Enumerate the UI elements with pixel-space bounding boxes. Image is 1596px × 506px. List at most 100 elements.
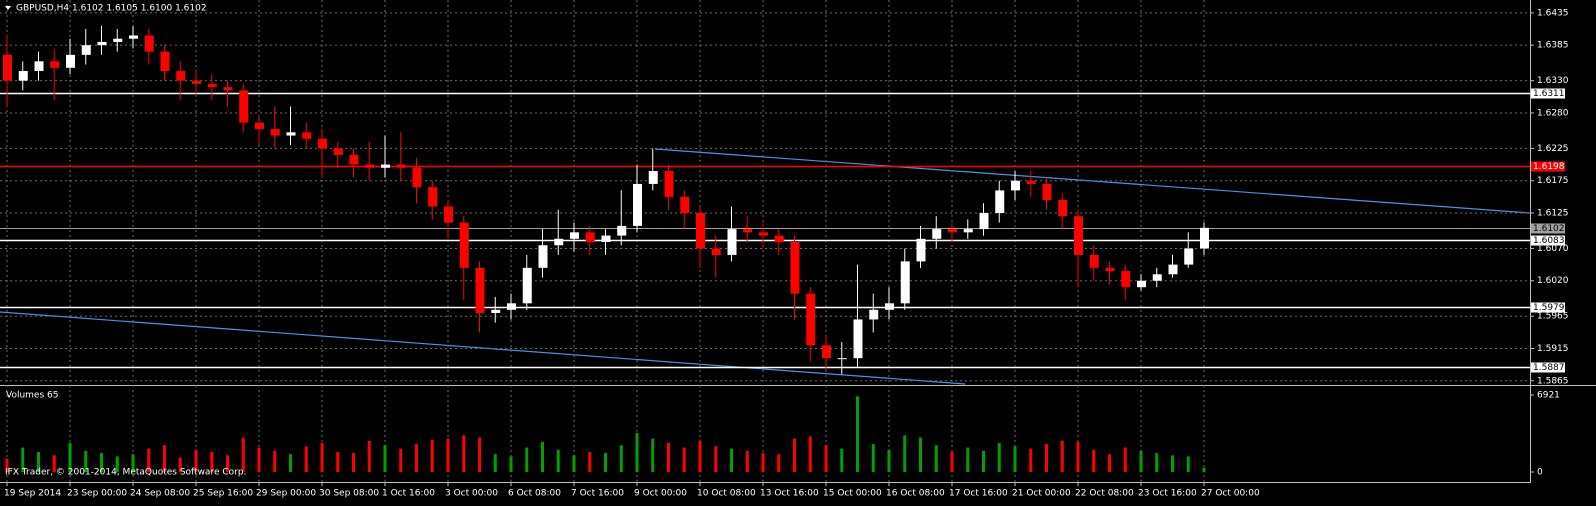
y-tick-label: 1.6280 <box>1537 108 1569 118</box>
candle-body <box>601 235 611 243</box>
candle-body <box>1184 248 1194 265</box>
candle-body <box>759 232 768 236</box>
x-tick-label: 25 Sep 16:00 <box>193 489 253 499</box>
x-tick-label: 19 Sep 2014 <box>4 489 61 499</box>
candle-body <box>223 87 233 91</box>
candle-body <box>554 238 564 246</box>
candle-body <box>633 183 642 226</box>
x-tick-label: 6 Oct 08:00 <box>508 489 561 499</box>
y-tick-label: 0 <box>1537 468 1543 478</box>
candle-body <box>491 309 501 314</box>
candle-body <box>66 54 75 68</box>
candle-body <box>1168 264 1178 275</box>
candle-body <box>522 267 532 304</box>
candle-body <box>176 70 186 81</box>
candle-body <box>680 196 690 213</box>
candle-body <box>648 171 658 184</box>
level-label-box <box>1531 223 1565 234</box>
candle-body <box>18 70 28 81</box>
y-tick-label: 1.6435 <box>1537 8 1569 18</box>
candle-body <box>1200 227 1209 249</box>
candle-body <box>428 187 438 207</box>
candle-body <box>192 80 201 84</box>
x-tick-label: 7 Oct 16:00 <box>571 489 624 499</box>
candle-body <box>333 148 343 155</box>
candle-body <box>1074 216 1083 255</box>
x-tick-label: 24 Sep 08:00 <box>130 489 190 499</box>
y-tick-label: 1.6330 <box>1537 76 1569 86</box>
level-label-box <box>1531 235 1565 246</box>
level-label: 1.6083 <box>1533 236 1565 246</box>
candle-body <box>255 122 264 130</box>
candle-body <box>1152 274 1162 281</box>
candle-body <box>696 212 705 249</box>
candle-body <box>459 222 469 268</box>
candle-body <box>50 61 60 68</box>
candle-body <box>995 190 1005 213</box>
volume-title: Volumes 65 <box>6 391 58 401</box>
x-tick-label: 23 Sep 00:00 <box>67 489 127 499</box>
x-tick-label: 30 Sep 08:00 <box>319 489 379 499</box>
level-label: 1.5979 <box>1533 303 1565 313</box>
y-tick-label: 6921 <box>1537 391 1560 401</box>
trend-line <box>654 148 1531 214</box>
candle-body <box>3 54 12 81</box>
x-tick-label: 21 Oct 00:00 <box>1012 489 1071 499</box>
trend-line <box>0 311 966 385</box>
candle-body <box>1137 280 1146 288</box>
y-tick-label: 1.6020 <box>1537 276 1569 286</box>
candle-body <box>302 132 312 139</box>
y-tick-label: 1.5865 <box>1537 376 1569 386</box>
candle-body <box>837 358 847 360</box>
x-tick-label: 29 Sep 00:00 <box>256 489 316 499</box>
candle-body <box>270 129 280 136</box>
y-tick-label: 1.5965 <box>1537 312 1569 322</box>
candle-body <box>412 167 422 188</box>
x-tick-label: 1 Oct 16:00 <box>382 489 435 499</box>
candle-body <box>570 232 579 239</box>
candle-body <box>475 267 485 314</box>
candle-body <box>790 242 800 294</box>
x-tick-label: 13 Oct 16:00 <box>760 489 819 499</box>
x-tick-label: 15 Oct 00:00 <box>823 489 882 499</box>
candle-body <box>349 154 359 165</box>
candle-body <box>979 212 989 230</box>
level-label: 1.6311 <box>1533 89 1565 99</box>
x-tick-label: 3 Oct 00:00 <box>445 489 498 499</box>
candle-body <box>97 41 107 46</box>
x-tick-label: 9 Oct 00:00 <box>634 489 687 499</box>
marks <box>0 0 1530 482</box>
candle-body <box>160 51 170 71</box>
level-label-box <box>1531 302 1565 313</box>
x-tick-label: 23 Oct 16:00 <box>1138 489 1197 499</box>
chart-title: GBPUSD,H4 1.6102 1.6105 1.6100 1.6102 <box>16 4 207 14</box>
candle-body <box>727 229 737 255</box>
candle-body <box>538 245 548 268</box>
candle-body <box>1058 200 1068 217</box>
candle-body <box>963 229 973 233</box>
candle-body <box>129 35 138 39</box>
y-tick-label: 1.5915 <box>1537 344 1569 354</box>
copyright: IFX Trader, © 2001-2014, MetaQuotes Soft… <box>5 468 246 478</box>
candle-body <box>900 261 910 304</box>
candle-body <box>113 38 123 42</box>
candle-body <box>885 303 894 310</box>
candle-body <box>1011 180 1020 191</box>
y-tick-label: 1.6225 <box>1537 144 1569 154</box>
candle-body <box>664 171 674 197</box>
candle-body <box>1089 254 1099 268</box>
candle-body <box>1121 271 1131 288</box>
candle-body <box>869 309 879 320</box>
y-tick-label: 1.6385 <box>1537 41 1569 51</box>
candle-body <box>822 345 831 359</box>
level-label: 1.5887 <box>1533 363 1565 373</box>
y-tick-label: 1.6070 <box>1537 244 1569 254</box>
level-label-box <box>1531 88 1565 99</box>
candle-body <box>507 303 516 310</box>
candle-body <box>381 164 390 168</box>
level-label-box <box>1531 161 1565 172</box>
candle-body <box>34 61 44 71</box>
title-arrow <box>5 6 11 10</box>
candle-body <box>932 229 942 239</box>
